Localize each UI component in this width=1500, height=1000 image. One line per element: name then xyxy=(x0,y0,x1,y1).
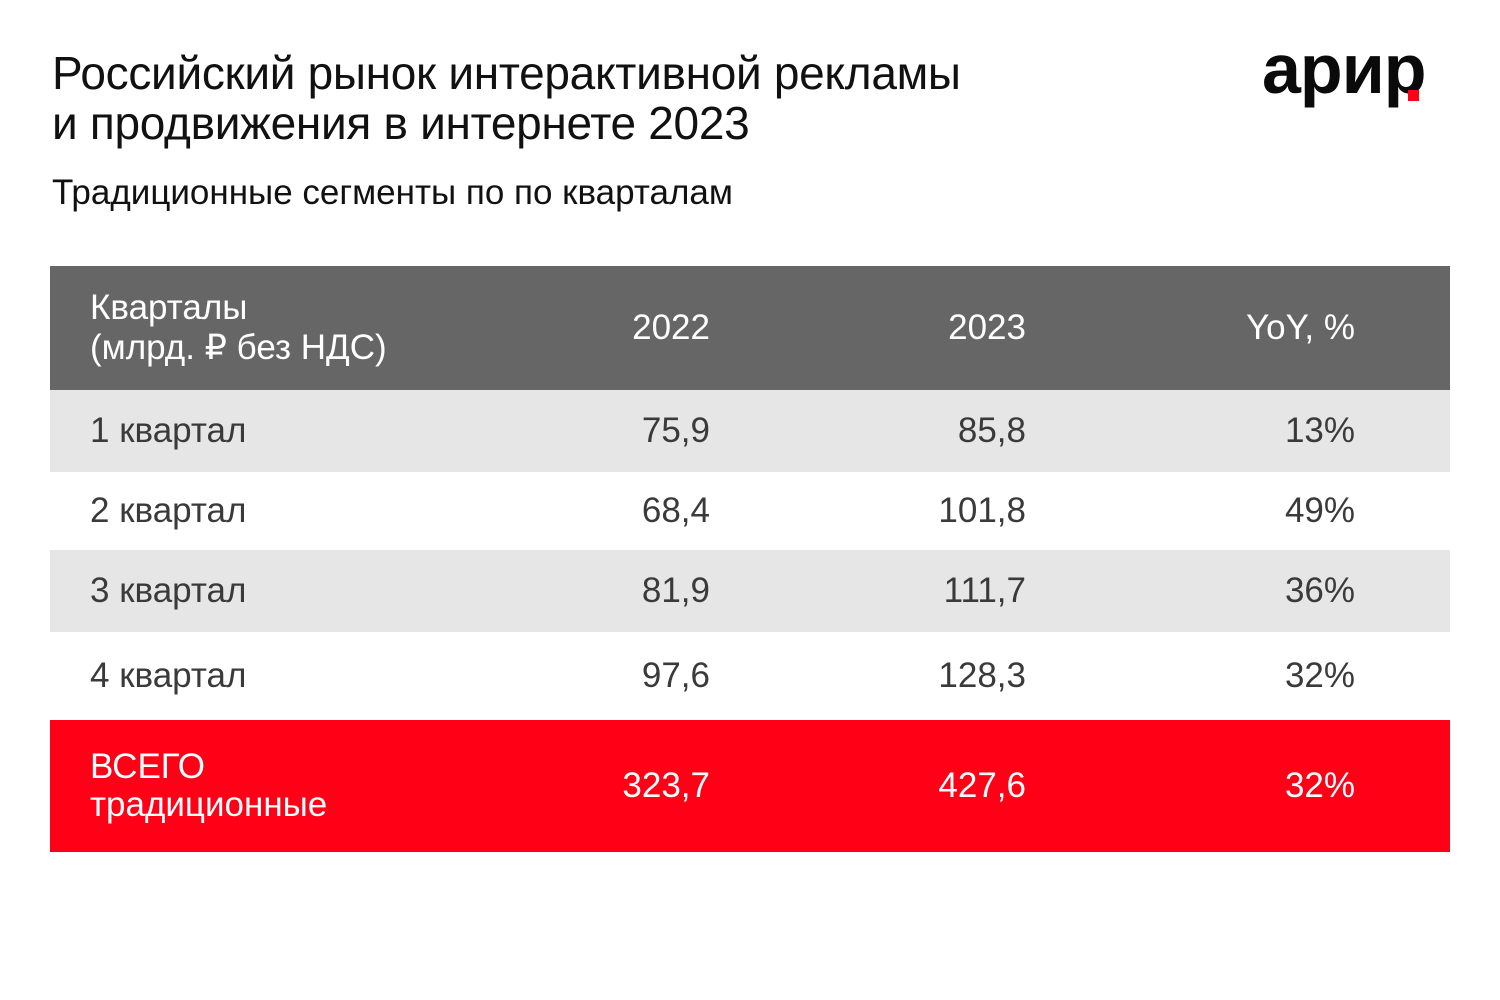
logo-wordmark: арир xyxy=(1262,30,1426,108)
quarterly-table: Кварталы (млрд. ₽ без НДС) 2022 2023 YoY… xyxy=(50,266,1450,852)
total-value-2023: 427,6 xyxy=(938,766,1026,805)
row-value-2023: 85,8 xyxy=(957,411,1026,450)
header-quarters-label: Кварталы xyxy=(90,288,248,327)
header-units-label: (млрд. ₽ без НДС) xyxy=(90,328,387,367)
row-value-2022: 97,6 xyxy=(641,656,710,695)
page-title-line-1: Российский рынок интерактивной рекламы xyxy=(52,47,961,99)
header-yoy: YoY, % xyxy=(1246,308,1355,347)
row-yoy: 13% xyxy=(1284,411,1355,450)
table-row: 3 квартал 81,9 111,7 36% xyxy=(50,550,1450,632)
row-value-2022: 68,4 xyxy=(641,491,710,530)
table-row: 2 квартал 68,4 101,8 49% xyxy=(50,472,1450,550)
table-total-row: ВСЕГО традиционные 323,7 427,6 32% xyxy=(50,720,1450,852)
table-row: 1 квартал 75,9 85,8 13% xyxy=(50,390,1450,472)
row-value-2022: 81,9 xyxy=(641,571,710,610)
row-value-2022: 75,9 xyxy=(641,411,710,450)
row-label: 4 квартал xyxy=(90,656,247,695)
row-yoy: 32% xyxy=(1284,656,1355,695)
row-value-2023: 101,8 xyxy=(938,491,1026,530)
page-title-line-2: и продвижения в интернете 2023 xyxy=(52,97,750,149)
total-value-2022: 323,7 xyxy=(622,766,710,805)
row-label: 3 квартал xyxy=(90,571,247,610)
arir-logo: арир xyxy=(1262,34,1452,106)
row-label: 1 квартал xyxy=(90,411,247,450)
table-row: 4 квартал 97,6 128,3 32% xyxy=(50,632,1450,720)
header-quarters-cell: Кварталы (млрд. ₽ без НДС) xyxy=(90,266,550,390)
row-yoy: 36% xyxy=(1284,571,1355,610)
header-2023: 2023 xyxy=(948,308,1026,347)
row-value-2023: 111,7 xyxy=(943,571,1026,610)
total-yoy: 32% xyxy=(1284,766,1355,805)
page-subtitle: Традиционные сегменты по по кварталам xyxy=(52,173,733,212)
row-yoy: 49% xyxy=(1284,491,1355,530)
header-2022: 2022 xyxy=(632,308,710,347)
total-label: ВСЕГО xyxy=(90,747,206,786)
total-sublabel: традиционные xyxy=(90,785,328,824)
row-label: 2 квартал xyxy=(90,491,247,530)
page-title: Российский рынок интерактивной рекламы и… xyxy=(52,48,1202,148)
row-value-2023: 128,3 xyxy=(938,656,1026,695)
total-label-cell: ВСЕГО традиционные xyxy=(90,720,550,852)
logo-red-square-icon xyxy=(1408,90,1419,101)
table-header-row: Кварталы (млрд. ₽ без НДС) 2022 2023 YoY… xyxy=(50,266,1450,390)
